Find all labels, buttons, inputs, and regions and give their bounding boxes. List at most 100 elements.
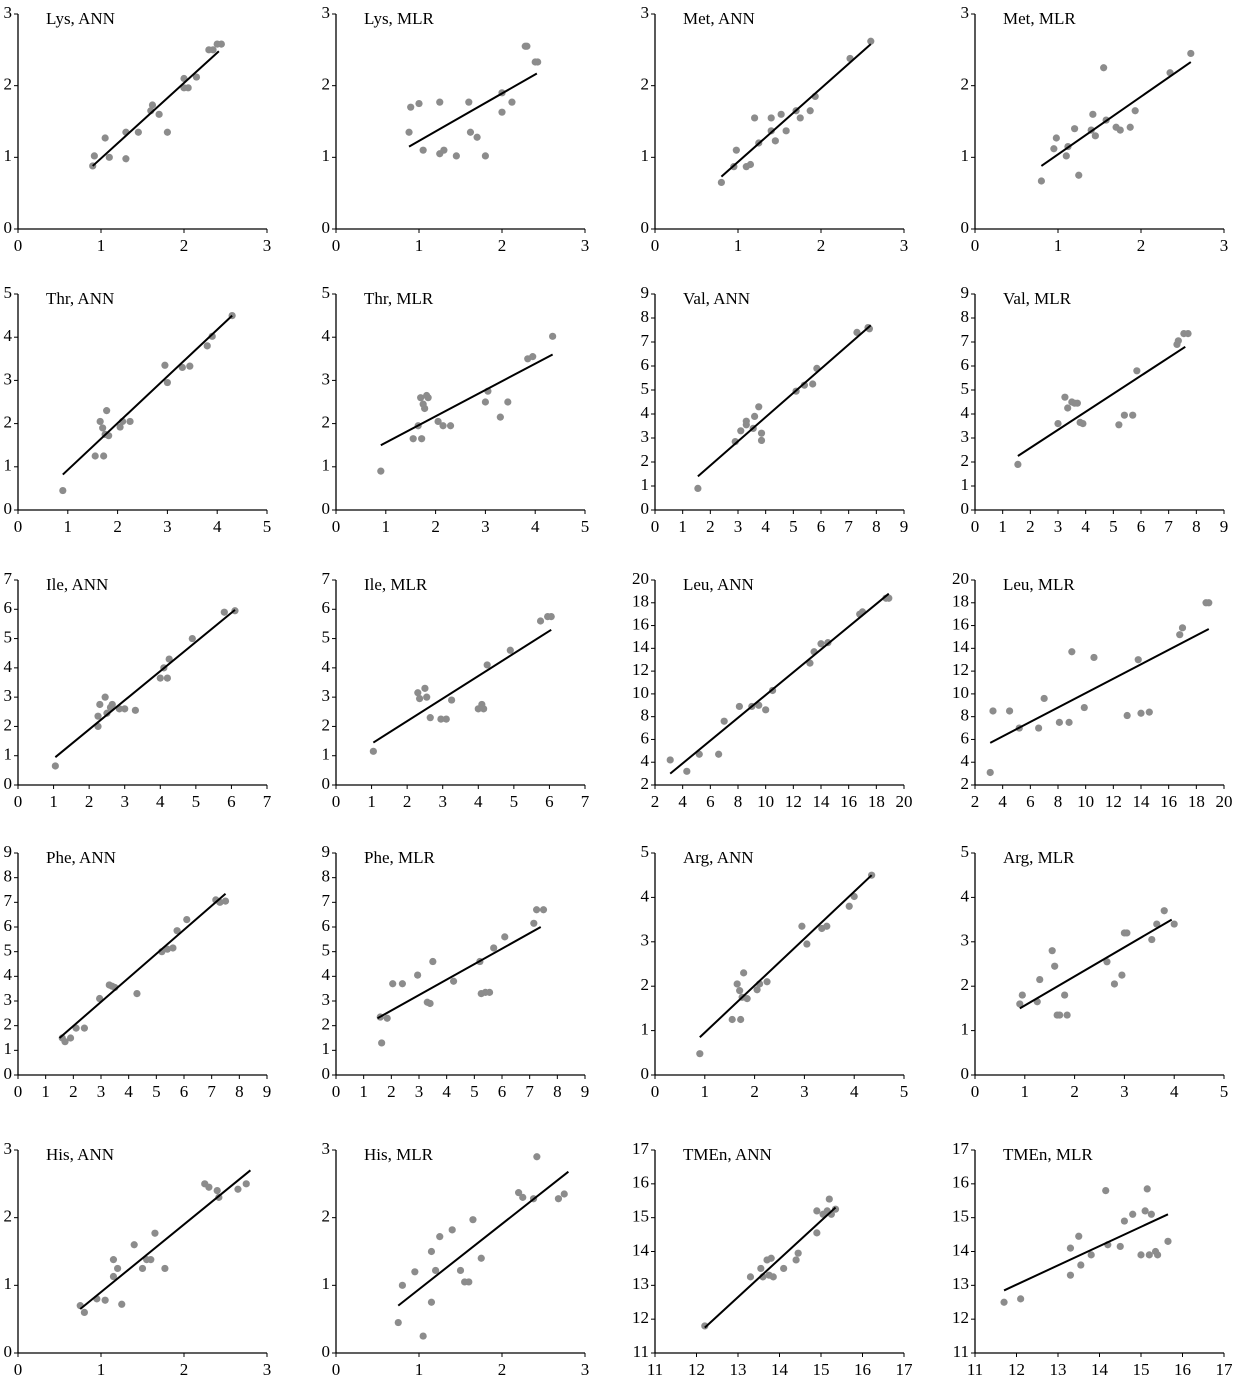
point [208,332,216,340]
panel: 0 1 2 3 4 5 6 7 0 1 2 3 4 5 6 7 Ile, MLR [322,569,590,811]
point [1000,1298,1008,1306]
x-tick-label: 7 [1164,517,1173,536]
panel-title: Lys, MLR [364,9,435,28]
point [1018,991,1026,999]
point [496,413,504,421]
y-tick-label: 9 [641,283,650,302]
point [792,1256,800,1264]
point [1063,1011,1071,1019]
x-tick-label: 6 [706,792,715,811]
y-tick-label: 2 [4,1015,13,1034]
x-tick-label: 16 [1160,792,1177,811]
point [1068,648,1076,656]
x-tick-label: 6 [180,1082,189,1101]
x-tick-label: 12 [1008,1360,1025,1379]
y-tick-label: 6 [4,916,13,935]
y-tick-label: 3 [961,3,970,22]
x-tick-label: 3 [263,1360,272,1379]
y-tick-label: 14 [952,637,970,656]
y-tick-label: 4 [322,657,331,676]
panel: 0 1 2 3 0 1 2 3 His, ANN [4,1139,272,1379]
point [436,1233,444,1241]
x-tick-label: 10 [757,792,774,811]
x-tick-label: 9 [900,517,909,536]
point [1102,1187,1110,1195]
point [1065,718,1073,726]
panel: 0 1 2 3 0 1 2 3 Met, ANN [641,3,909,255]
trend-line [62,314,233,476]
point [986,768,994,777]
point [188,634,196,643]
x-tick-label: 0 [14,1360,23,1379]
point [1103,958,1111,966]
point [560,1190,568,1198]
x-tick-label: 10 [1077,792,1094,811]
x-tick-label: 2 [85,792,94,811]
trend-line [54,609,236,758]
point [465,98,473,106]
point [1141,1207,1149,1215]
y-tick-label: 4 [641,886,650,905]
panel-title: Arg, MLR [1003,848,1075,867]
x-tick-label: 1 [359,1082,368,1101]
point [666,756,674,764]
x-tick-label: 13 [1050,1360,1067,1379]
point [178,363,186,372]
x-tick-label: 2 [1137,236,1146,255]
x-tick-label: 16 [1174,1360,1191,1379]
x-tick-label: 2 [1026,517,1035,536]
point [418,435,426,443]
x-tick-label: 0 [332,236,341,255]
x-tick-label: 4 [998,792,1007,811]
y-tick-label: 6 [4,598,13,617]
y-tick-label: 16 [952,1173,969,1192]
point [694,484,702,492]
point [121,705,129,713]
point [508,98,516,106]
point [442,715,450,723]
panel-title: His, MLR [364,1145,434,1164]
point [853,328,861,336]
y-tick-label: 2 [961,75,970,94]
x-tick-label: 4 [442,1082,451,1101]
point [100,452,108,460]
point [466,128,475,136]
y-tick-label: 2 [641,975,650,994]
x-tick-label: 1 [734,236,743,255]
x-tick-label: 17 [896,1360,914,1379]
x-tick-label: 3 [120,792,129,811]
x-tick-label: 1 [415,236,424,255]
point [534,58,542,66]
x-tick-label: 1 [415,1360,424,1379]
y-tick-label: 7 [322,569,331,588]
y-tick-label: 3 [961,427,970,446]
point [184,84,192,92]
y-tick-label: 0 [961,218,970,237]
x-tick-label: 16 [840,792,857,811]
x-tick-label: 0 [971,1082,980,1101]
x-tick-label: 2 [431,517,440,536]
y-tick-label: 5 [4,627,13,646]
trend-line [372,628,552,744]
point [383,1014,391,1022]
y-tick-label: 9 [322,842,331,861]
point [108,700,116,709]
point [421,404,429,413]
y-tick-label: 7 [4,569,13,588]
point [101,134,109,142]
y-tick-label: 3 [322,369,331,388]
point [777,110,785,118]
y-tick-label: 1 [4,146,13,165]
x-tick-label: 4 [213,517,222,536]
y-tick-label: 1 [322,456,331,475]
point [415,99,423,108]
x-tick-label: 20 [896,792,913,811]
point [1187,49,1195,58]
point [1035,724,1043,732]
point [426,714,434,722]
point [737,1015,745,1024]
point [217,40,225,48]
x-tick-label: 16 [854,1360,871,1379]
x-tick-label: 2 [498,236,507,255]
y-tick-label: 0 [961,499,970,518]
